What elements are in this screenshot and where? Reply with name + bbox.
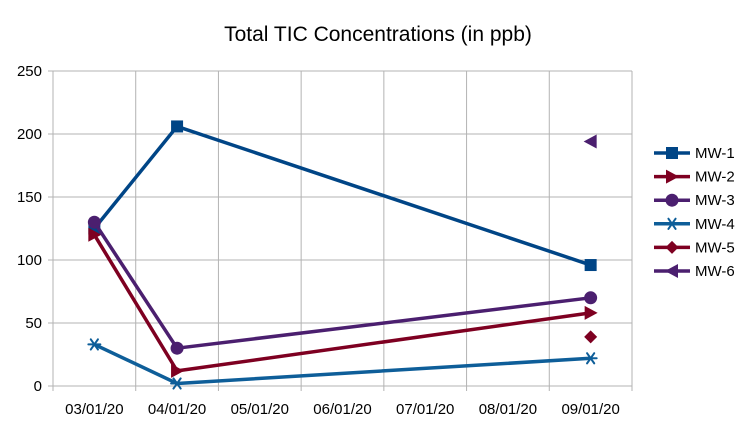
legend-marker-mw-1 [666, 147, 678, 159]
axes: 0 50 100 150 200 250 03/01/20 04/01/20 05/01/20 0… [17, 63, 633, 418]
legend-marker-mw-4 [665, 217, 679, 230]
legend-item-mw-2: MW-2 [654, 169, 735, 186]
plot-series [87, 120, 598, 390]
data-point-mw-3 [584, 291, 598, 305]
data-point-mw-2 [88, 227, 102, 242]
data-point-mw-6 [583, 134, 597, 149]
x-tick-label: 05/01/20 [231, 401, 289, 418]
legend-label-mw-6: MW-6 [695, 263, 735, 280]
legend-item-mw-3: MW-3 [654, 192, 735, 209]
y-tick-label: 150 [17, 189, 42, 206]
x-tick-label: 04/01/20 [148, 401, 206, 418]
legend-label-mw-1: MW-1 [695, 145, 735, 162]
data-point-mw-4 [583, 352, 598, 365]
asterisk-stroke [667, 217, 677, 230]
x-tick-label: 03/01/20 [65, 401, 123, 418]
series-line-mw-2 [92, 233, 591, 373]
asterisk-stroke [89, 338, 99, 351]
data-point-mw-4 [170, 377, 185, 390]
legend-label-mw-3: MW-3 [695, 192, 735, 209]
legend-marker-mw-5 [665, 240, 679, 254]
y-tick-label: 50 [25, 315, 42, 332]
y-tick-label: 0 [34, 378, 42, 395]
x-tick-label: 06/01/20 [313, 401, 371, 418]
legend-item-mw-5: MW-5 [654, 239, 735, 256]
chart-title: Total TIC Concentrations (in ppb) [224, 23, 532, 46]
series-mw-3 [87, 215, 598, 355]
legend-label-mw-5: MW-5 [695, 239, 735, 256]
legend-marker-mw-3 [665, 193, 679, 207]
data-point-mw-3 [87, 215, 101, 229]
series-mw-6 [583, 134, 597, 149]
x-tick-label: 09/01/20 [561, 401, 619, 418]
data-point-mw-2 [171, 363, 185, 378]
series-line-mw-1 [92, 124, 592, 267]
data-point-mw-5 [584, 330, 598, 344]
legend-item-mw-6: MW-6 [654, 263, 735, 280]
x-tick-label: 08/01/20 [479, 401, 537, 418]
legend-marker-mw-6 [665, 264, 678, 278]
data-point-mw-2 [584, 305, 598, 320]
legend-item-mw-4: MW-4 [654, 216, 735, 233]
legend-item-mw-1: MW-1 [654, 145, 735, 162]
legend-label-mw-4: MW-4 [695, 216, 735, 233]
data-point-mw-4 [87, 338, 102, 351]
y-tick-label: 250 [17, 63, 42, 80]
data-point-mw-1 [171, 120, 184, 133]
series-line-mw-4 [93, 342, 591, 386]
series-mw-4 [87, 338, 598, 390]
legend: MW-1 MW-2 MW-3 MW-4 MW-5 MW-6 [654, 145, 735, 280]
grid-lines [52, 70, 633, 387]
series-mw-5 [584, 330, 598, 344]
y-tick-label: 200 [17, 126, 42, 143]
y-tick-label: 100 [17, 252, 42, 269]
asterisk-stroke [586, 352, 596, 365]
legend-marker-mw-2 [666, 169, 679, 184]
asterisk-stroke [172, 377, 182, 390]
series-mw-2 [88, 227, 598, 378]
x-tick-label: 07/01/20 [396, 401, 454, 418]
data-point-mw-3 [170, 341, 184, 355]
legend-label-mw-2: MW-2 [695, 169, 735, 186]
data-point-mw-1 [584, 259, 597, 272]
series-mw-1 [88, 120, 597, 272]
